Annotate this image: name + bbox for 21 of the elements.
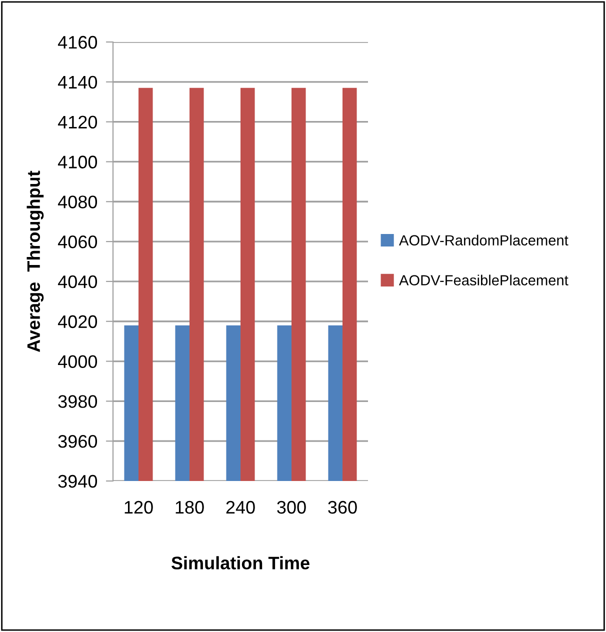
y-tick-label: 4160: [58, 36, 98, 49]
y-tick-label: 3960: [58, 435, 98, 448]
y-tick-label: 3940: [58, 474, 98, 488]
legend-label: AODV-RandomPlacement: [399, 234, 568, 246]
y-axis-title: Average Throughput: [26, 170, 44, 352]
y-tick-label: 4140: [58, 76, 98, 89]
y-tick-label: 4080: [58, 196, 98, 208]
y-tick-label: 3980: [58, 395, 98, 408]
y-tick-label: 4100: [58, 156, 98, 168]
y-tick-label: 4120: [58, 116, 98, 129]
y-tick-label: 4000: [58, 355, 98, 368]
legend-label: AODV-FeasiblePlacement: [399, 274, 568, 286]
x-tick-label: 180: [176, 500, 204, 514]
x-tick-label: 360: [328, 500, 357, 514]
x-tick-label: 240: [226, 500, 255, 514]
x-axis-title: Simulation Time: [171, 556, 310, 570]
y-tick-label: 4060: [58, 235, 98, 248]
y-tick-label: 4020: [58, 315, 98, 328]
x-tick-label: 120: [124, 500, 153, 514]
x-tick-label: 300: [277, 500, 306, 514]
y-tick-label: 4040: [58, 275, 98, 288]
